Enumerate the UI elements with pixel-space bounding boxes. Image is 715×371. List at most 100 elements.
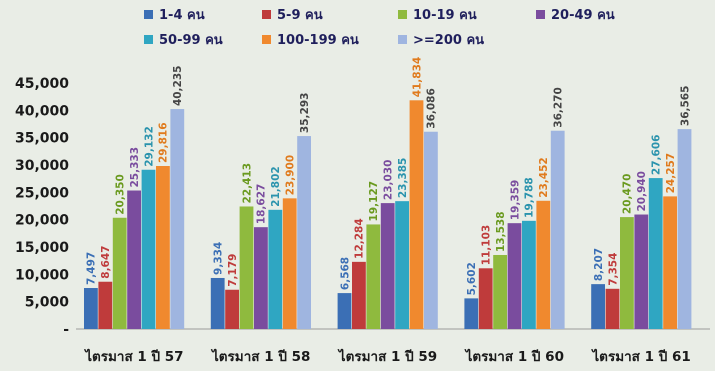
data-label: 7,354 [607,253,619,286]
data-label: 19,359 [509,180,521,221]
data-label: 35,293 [299,93,311,134]
data-label: 41,834 [411,57,423,98]
data-label: 23,452 [538,157,550,198]
bar [156,166,170,329]
bar [507,223,522,329]
x-tick-label: ไตรมาส 1 ปี 60 [464,348,564,365]
y-axis: - 5,000 10,000 15,000 20,000 25,000 30,000 35,0… [15,76,710,338]
data-label: 25,333 [129,147,141,188]
data-label: 5,602 [466,262,478,295]
legend: 1-4 คน 5-9 คน 10-19 คน 20-49 คน 50-99 คน 100-… [144,8,615,48]
bar [620,217,634,329]
bar [591,284,605,329]
bar [366,224,381,329]
bar [464,298,479,329]
bar [337,293,352,329]
bar [141,169,156,329]
bar [352,261,366,329]
y-tick-label: 40,000 [15,103,69,119]
data-label: 9,334 [213,242,225,275]
bar [268,209,283,329]
legend-swatch [262,10,271,19]
data-label: 21,802 [270,166,282,207]
legend-label: 5-9 คน [277,8,323,23]
bar [170,109,185,329]
bar [254,227,268,329]
bar [112,217,127,329]
legend-swatch [398,35,407,44]
legend-swatch [398,10,407,19]
data-label: 20,940 [636,171,648,212]
bar [239,206,254,329]
y-tick-label: - [63,322,69,338]
legend-label: 1-4 คน [159,8,205,23]
data-label: 11,103 [481,225,493,266]
x-tick-label: ไตรมาส 1 ปี 58 [210,348,310,365]
data-label: 23,385 [397,158,409,199]
data-label: 22,413 [241,163,253,204]
bar [522,220,536,329]
x-tick-label: ไตรมาส 1 ปี 59 [337,348,437,365]
bar [663,196,677,329]
y-tick-label: 5,000 [25,295,70,311]
bar [380,203,395,329]
x-tick-label: ไตรมาส 1 ปี 61 [590,348,690,365]
legend-swatch [536,10,545,19]
legend-label: 20-49 คน [551,8,615,23]
bar [478,268,493,329]
data-label: 23,030 [383,160,395,201]
bar [98,281,113,329]
data-label: 19,788 [524,177,536,218]
x-tick-label: ไตรมาส 1 ปี 57 [83,348,183,365]
data-label: 29,816 [158,122,170,163]
data-label: 13,538 [495,211,507,252]
data-label: 27,606 [651,135,663,176]
bar [550,130,565,329]
bar [493,254,507,329]
data-label: 29,132 [143,126,155,167]
data-label: 12,284 [354,218,366,259]
data-label: 20,350 [115,174,127,215]
legend-swatch [144,35,153,44]
bar [409,100,424,329]
data-label: 6,568 [339,257,351,290]
data-label: 8,207 [593,248,605,281]
y-tick-label: 15,000 [15,240,69,256]
bar [424,131,438,329]
data-label: 7,497 [86,252,98,285]
data-label: 18,627 [256,184,268,225]
bar [84,288,98,329]
bar [297,136,311,329]
x-axis: ไตรมาส 1 ปี 57 ไตรมาส 1 ปี 58 ไตรมาส 1 ปี … [83,348,691,365]
data-label: 36,270 [553,87,565,128]
bar [127,190,141,329]
data-label: 40,235 [172,66,184,107]
y-tick-label: 10,000 [15,267,69,283]
data-label: 7,179 [227,254,239,287]
data-label: 24,257 [665,153,677,194]
y-tick-label: 20,000 [15,213,69,229]
legend-label: 10-19 คน [413,8,477,23]
legend-label: >=200 คน [413,33,484,48]
bar [395,201,409,329]
bar [605,288,620,329]
y-tick-label: 45,000 [15,76,69,92]
legend-swatch [144,10,153,19]
legend-label: 50-99 คน [159,33,223,48]
data-label: 20,470 [622,174,634,215]
bar [677,129,692,329]
bar [210,277,225,329]
data-label: 36,565 [679,86,691,127]
y-tick-label: 25,000 [15,185,69,201]
bar [634,214,649,329]
data-label: 36,086 [426,88,438,129]
y-tick-label: 35,000 [15,131,69,147]
bar [282,198,297,329]
data-label: 23,900 [285,155,297,196]
y-tick-label: 30,000 [15,158,69,174]
bar [225,289,239,329]
data-label: 19,127 [368,181,380,222]
bar [536,200,551,329]
